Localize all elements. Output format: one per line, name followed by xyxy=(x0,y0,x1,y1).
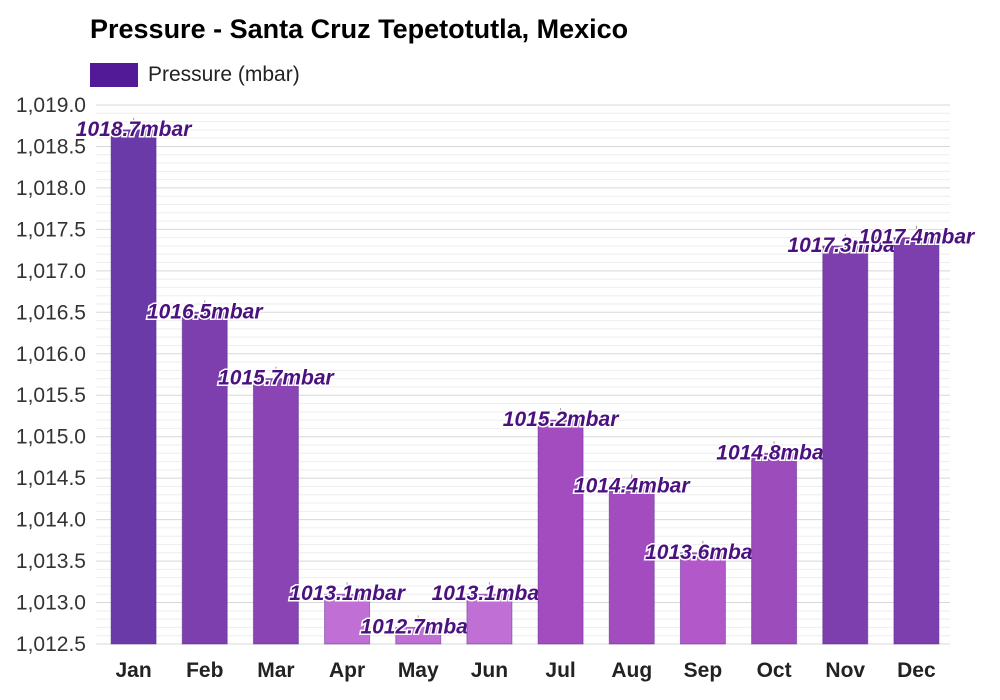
chart-title: Pressure - Santa Cruz Tepetotutla, Mexic… xyxy=(90,14,629,44)
y-tick-label: 1,013.0 xyxy=(16,592,86,615)
data-label-mar: 1015.7mbar xyxy=(218,367,335,390)
x-tick-label-sep: Sep xyxy=(684,659,723,682)
x-tick-label-dec: Dec xyxy=(897,659,936,682)
legend[interactable]: Pressure (mbar) xyxy=(90,60,300,90)
y-tick-label: 1,014.0 xyxy=(16,509,86,532)
bar-aug[interactable] xyxy=(608,485,655,645)
x-tick-label-jun: Jun xyxy=(471,659,508,682)
bar-oct[interactable] xyxy=(751,452,798,645)
x-tick-label-aug: Aug xyxy=(611,659,652,682)
data-label-may: 1012.7mbar xyxy=(360,615,477,638)
bar-jan[interactable] xyxy=(110,129,157,645)
data-label-oct: 1014.8mbar xyxy=(716,441,833,464)
data-label-apr: 1013.1mbar xyxy=(289,582,406,605)
bar-apr[interactable] xyxy=(324,593,371,645)
data-label-jan: 1018.7mbar xyxy=(76,118,193,141)
y-tick-label: 1,017.5 xyxy=(16,218,86,241)
y-tick-label: 1,018.0 xyxy=(16,177,86,200)
data-label-feb: 1016.5mbar xyxy=(147,300,264,323)
bar-jun[interactable] xyxy=(466,593,513,645)
y-tick-label: 1,019.0 xyxy=(16,94,86,117)
x-tick-label-jan: Jan xyxy=(115,659,151,682)
bar-feb[interactable] xyxy=(181,311,228,645)
bar-jul[interactable] xyxy=(537,419,584,645)
legend-swatch xyxy=(90,63,138,87)
y-tick-label: 1,018.5 xyxy=(16,135,86,158)
data-label-aug: 1014.4mbar xyxy=(574,474,691,497)
x-tick-label-mar: Mar xyxy=(257,659,294,682)
x-tick-label-jul: Jul xyxy=(545,659,575,682)
y-tick-label: 1,017.0 xyxy=(16,260,86,283)
bar-nov[interactable] xyxy=(822,245,869,645)
y-tick-label: 1,015.5 xyxy=(16,384,86,407)
data-label-jul: 1015.2mbar xyxy=(503,408,620,431)
x-tick-label-feb: Feb xyxy=(186,659,223,682)
bar-dec[interactable] xyxy=(893,237,940,645)
y-tick-label: 1,015.0 xyxy=(16,426,86,449)
y-tick-label: 1,016.5 xyxy=(16,301,86,324)
data-label-nov: 1017.3mbar xyxy=(787,234,904,257)
data-label-sep: 1013.6mbar xyxy=(645,541,762,564)
x-tick-label-oct: Oct xyxy=(757,659,792,682)
bar-sep[interactable] xyxy=(679,552,726,645)
y-tick-label: 1,014.5 xyxy=(16,467,86,490)
bar-mar[interactable] xyxy=(252,378,299,645)
x-tick-label-nov: Nov xyxy=(825,659,865,682)
y-tick-label: 1,013.5 xyxy=(16,550,86,573)
data-label-jun: 1013.1mbar xyxy=(432,582,549,605)
legend-label: Pressure (mbar) xyxy=(148,63,300,86)
y-tick-label: 1,016.0 xyxy=(16,343,86,366)
x-tick-label-apr: Apr xyxy=(329,659,365,682)
y-tick-label: 1,012.5 xyxy=(16,633,86,656)
data-label-dec: 1017.4mbar xyxy=(859,226,976,249)
x-tick-label-may: May xyxy=(398,659,439,682)
